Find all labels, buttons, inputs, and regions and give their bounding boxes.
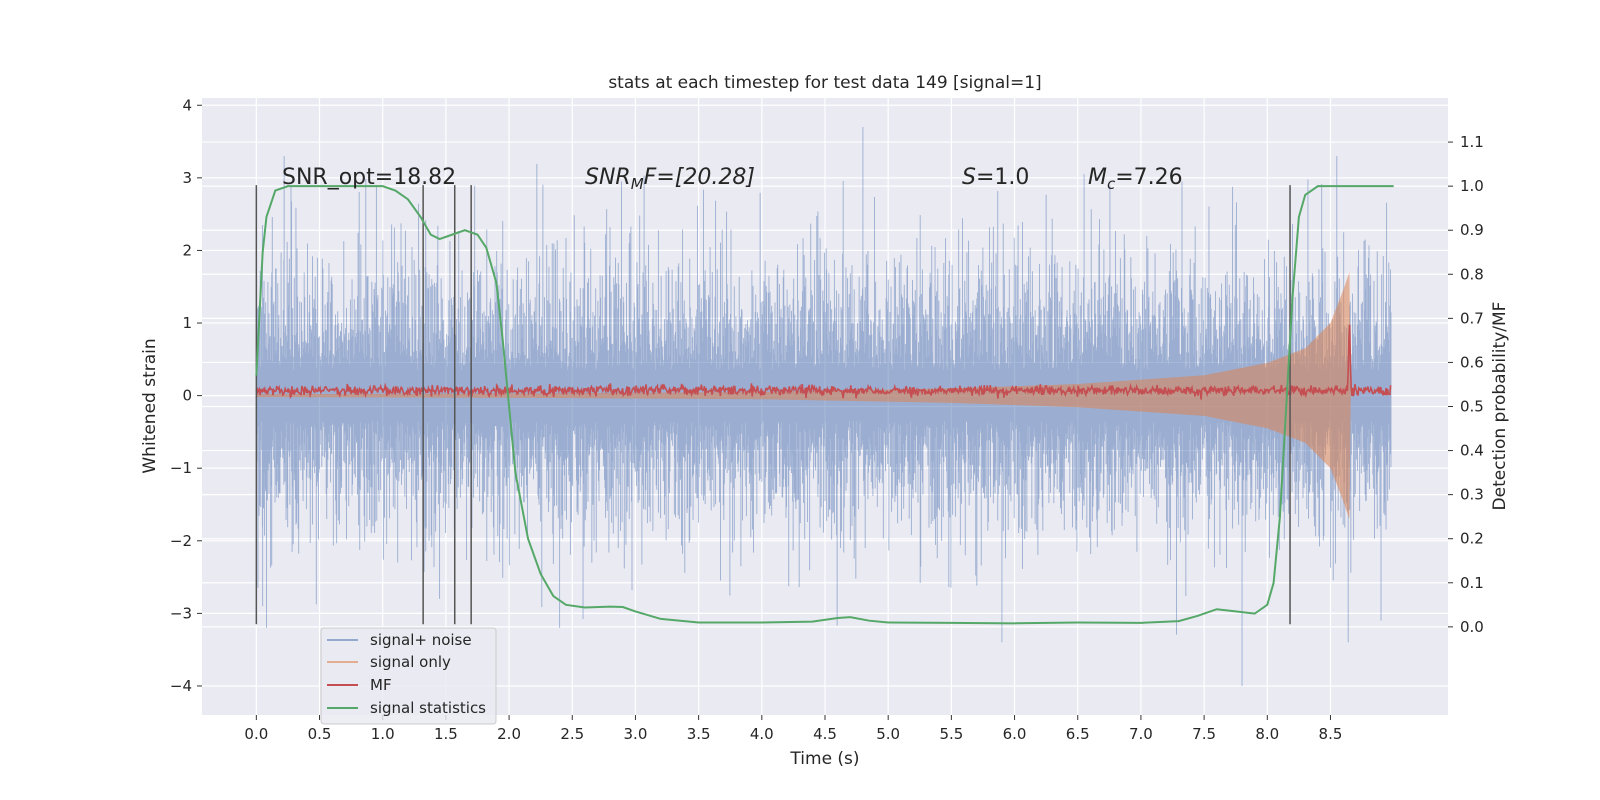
x-tick-label: 5.5 xyxy=(939,725,963,743)
x-tick-label: 7.5 xyxy=(1192,725,1216,743)
y-tick-label: −4 xyxy=(170,677,192,695)
stat-series xyxy=(255,185,1394,625)
y2-tick-label: 1.0 xyxy=(1460,177,1484,195)
axis-ticks: 4 3 2 1 0 −1 −2 −3 −4 1.1 1.0 0.9 0.8 0.7 0.6 0.5 0.4 0.3… xyxy=(170,96,1484,743)
legend-label-noise: signal+ noise xyxy=(370,631,472,649)
signal-envelope xyxy=(256,272,1351,520)
y2-tick-label: 0.7 xyxy=(1460,309,1484,327)
vertical-lines xyxy=(255,185,1291,625)
y-tick-label: 2 xyxy=(182,241,192,259)
y2-tick-label: 0.2 xyxy=(1460,530,1484,548)
x-tick-label: 6.0 xyxy=(1003,725,1027,743)
y2-tick-label: 0.8 xyxy=(1460,265,1484,283)
legend-box xyxy=(320,627,497,725)
y2-tick-label: 0.1 xyxy=(1460,574,1484,592)
y2-tick-label: 1.1 xyxy=(1460,133,1484,151)
x-tick-label: 0.0 xyxy=(244,725,268,743)
x-tick-label: 8.0 xyxy=(1255,725,1279,743)
legend-label-signal: signal only xyxy=(370,653,451,671)
y-axis-label: Whitened strain xyxy=(140,338,160,473)
x-tick-label: 7.0 xyxy=(1129,725,1153,743)
y-tick-label: 1 xyxy=(182,314,192,332)
chart-title: stats at each timestep for test data 149… xyxy=(608,73,1041,93)
annotation-s: S=1.0 xyxy=(962,165,1029,190)
y-tick-label: −2 xyxy=(170,532,192,550)
mf-series xyxy=(255,324,1392,400)
x-tick-label: 1.5 xyxy=(434,725,458,743)
x-tick-label: 3.5 xyxy=(687,725,711,743)
x-tick-label: 4.5 xyxy=(813,725,837,743)
y-tick-label: −1 xyxy=(170,459,192,477)
y2-tick-label: 0.5 xyxy=(1460,398,1484,416)
legend-label-mf: MF xyxy=(370,676,392,694)
legend: signal+ noise signal only MF signal stat… xyxy=(320,627,497,725)
y-tick-label: 3 xyxy=(182,169,192,187)
x-tick-label: 5.0 xyxy=(876,725,900,743)
y-tick-label: 0 xyxy=(182,387,192,405)
y2-tick-label: 0.4 xyxy=(1460,442,1484,460)
annotation-snr-mf: SNRMF=[20.28] xyxy=(585,165,755,193)
y2-tick-label: 0.9 xyxy=(1460,221,1484,239)
annotation-snr-opt: SNR_opt=18.82 xyxy=(282,165,456,190)
legend-label-stat: signal statistics xyxy=(370,699,486,717)
x-axis-label: Time (s) xyxy=(789,749,859,769)
stat-line xyxy=(255,185,1394,625)
mf-line xyxy=(255,324,1392,400)
x-tick-label: 8.5 xyxy=(1319,725,1343,743)
y-tick-label: 4 xyxy=(182,96,192,114)
x-tick-label: 4.0 xyxy=(750,725,774,743)
y2-tick-label: 0.6 xyxy=(1460,353,1484,371)
x-tick-label: 1.0 xyxy=(371,725,395,743)
annotation-mc: Mc=7.26 xyxy=(1088,165,1183,193)
signal-series xyxy=(256,272,1351,520)
y2-tick-label: 0.0 xyxy=(1460,618,1484,636)
x-tick-label: 2.0 xyxy=(497,725,521,743)
x-tick-label: 6.5 xyxy=(1066,725,1090,743)
x-tick-label: 3.0 xyxy=(624,725,648,743)
y-tick-label: −3 xyxy=(170,604,192,622)
x-tick-label: 2.5 xyxy=(560,725,584,743)
y2-tick-label: 0.3 xyxy=(1460,486,1484,504)
x-tick-label: 0.5 xyxy=(308,725,332,743)
y2-axis-label: Detection probability/MF xyxy=(1490,302,1510,511)
